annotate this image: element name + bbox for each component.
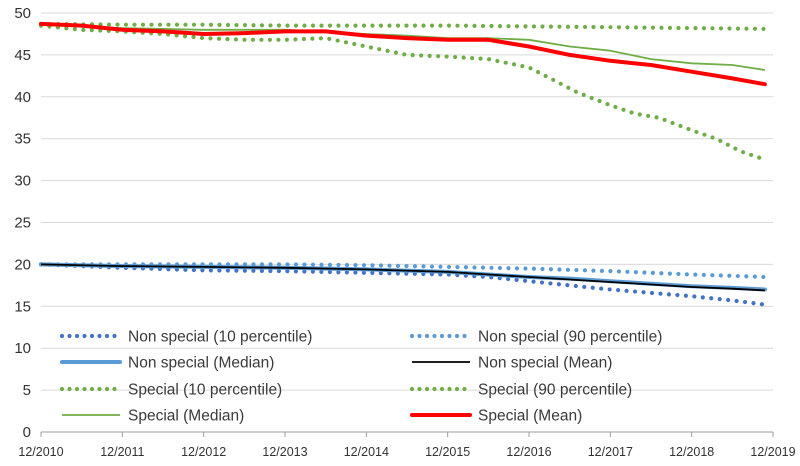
- series-line-2: [38, 262, 768, 280]
- x-tick-label: 12/2019: [750, 445, 795, 459]
- series-line-3: [39, 262, 767, 292]
- y-tick-label: 30: [14, 173, 31, 190]
- legend-entry-label: Special (Median): [128, 408, 244, 425]
- y-tick-label: 0: [23, 424, 31, 441]
- y-tick-label: 20: [14, 256, 31, 273]
- legend-entry-label: Non special (Median): [128, 355, 274, 372]
- x-tick-label: 12/2018: [669, 445, 714, 459]
- y-tick-label: 15: [14, 298, 31, 315]
- x-tick-label: 12/2017: [588, 445, 633, 459]
- gridlines: [41, 12, 773, 391]
- y-tick-label: 25: [14, 215, 31, 232]
- series-line-4: [40, 263, 765, 292]
- y-tick-label: 5: [23, 382, 31, 399]
- y-tick-label: 50: [14, 5, 31, 22]
- y-tick-label: 35: [14, 131, 31, 148]
- x-tick-label: 12/2013: [262, 445, 307, 459]
- series-line-1: [38, 262, 768, 307]
- legend-entry-label: Special (10 percentile): [128, 382, 282, 399]
- legend-entry-label: Non special (90 percentile): [478, 329, 662, 346]
- x-tick-label: 12/2016: [506, 445, 551, 459]
- x-tick-label: 12/2015: [425, 445, 470, 459]
- y-tick-label: 40: [14, 89, 31, 106]
- series-lines: [38, 21, 768, 307]
- legend-entry-label: Special (Mean): [478, 408, 582, 425]
- x-tick-label: 12/2011: [100, 445, 144, 459]
- legend: Non special (10 percentile) Non special (…: [59, 329, 662, 425]
- y-tick-label: 10: [14, 340, 31, 357]
- y-tick-label: 45: [14, 47, 31, 64]
- x-tick-label: 12/2012: [181, 445, 226, 459]
- y-axis-ticks: 0 5 10 15 20 25 30 35 40 45 50: [14, 5, 31, 441]
- series-line-8: [39, 21, 767, 87]
- series-line-6: [38, 21, 768, 31]
- legend-entry-label: Non special (10 percentile): [128, 329, 312, 346]
- legend-entry-label: Special (90 percentile): [478, 382, 632, 399]
- legend-entry-label: Non special (Mean): [478, 355, 612, 372]
- x-tick-label: 12/2014: [344, 445, 389, 459]
- x-tick-label: 12/2010: [18, 445, 63, 459]
- series-line-5: [38, 23, 768, 162]
- x-axis-ticks: 12/2010 12/2011 12/2012 12/2013 12/2014 12/20…: [18, 431, 796, 459]
